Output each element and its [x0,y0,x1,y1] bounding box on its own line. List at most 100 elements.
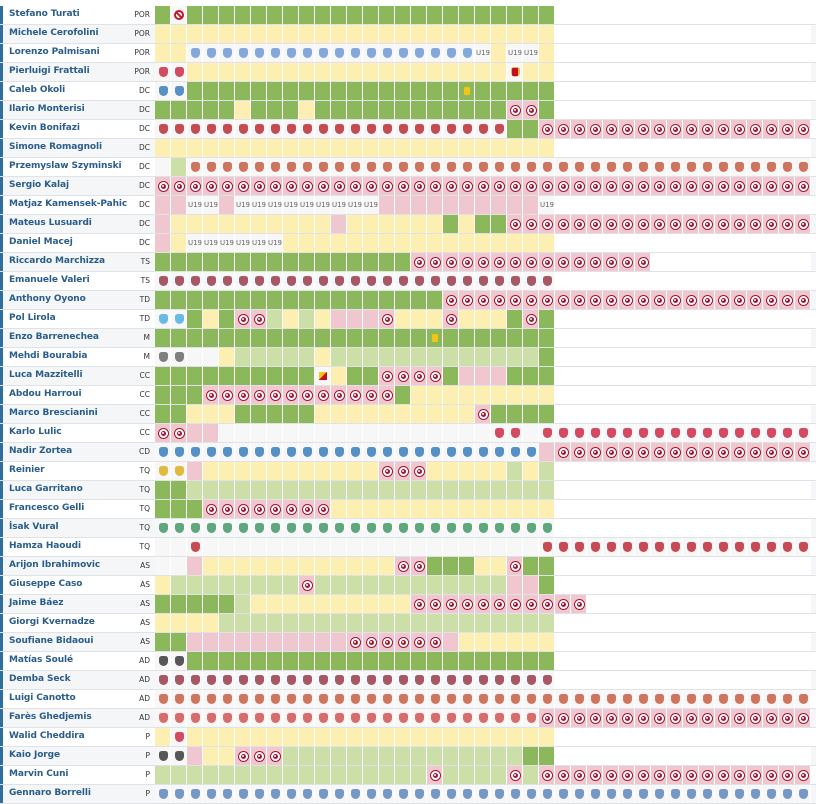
matchday-cell[interactable] [267,386,283,404]
matchday-cell[interactable] [251,424,267,442]
matchday-cell[interactable] [155,310,171,328]
matchday-cell[interactable] [219,6,235,24]
matchday-cell[interactable] [587,348,603,366]
matchday-cell[interactable] [171,405,187,423]
matchday-cell[interactable] [155,766,171,784]
matchday-cell[interactable] [491,766,507,784]
matchday-cell[interactable] [299,785,315,803]
matchday-cell[interactable] [795,652,811,670]
matchday-cell[interactable] [283,709,299,727]
matchday-cell[interactable] [779,44,795,62]
matchday-cell[interactable] [699,709,715,727]
matchday-cell[interactable] [379,215,395,233]
matchday-cell[interactable] [427,82,443,100]
matchday-cell[interactable] [251,63,267,81]
matchday-cell[interactable] [187,443,203,461]
matchday-cell[interactable] [731,671,747,689]
matchday-cell[interactable] [587,538,603,556]
matchday-cell[interactable] [731,215,747,233]
matchday-cell[interactable] [651,557,667,575]
matchday-cell[interactable] [763,785,779,803]
matchday-cell[interactable] [507,785,523,803]
player-name[interactable]: Francesco Gelli [9,503,85,513]
matchday-cell[interactable] [347,310,363,328]
matchday-cell[interactable] [267,44,283,62]
matchday-cell[interactable] [779,6,795,24]
matchday-cell[interactable] [267,139,283,157]
matchday-cell[interactable] [315,139,331,157]
matchday-cell[interactable] [763,747,779,765]
matchday-cell[interactable] [235,576,251,594]
matchday-cell[interactable] [779,538,795,556]
matchday-cell[interactable] [155,291,171,309]
matchday-cell[interactable] [619,519,635,537]
matchday-cell[interactable] [651,652,667,670]
matchday-cell[interactable] [331,386,347,404]
matchday-cell[interactable] [235,291,251,309]
matchday-cell[interactable] [283,291,299,309]
matchday-cell[interactable] [683,291,699,309]
matchday-cell[interactable] [683,177,699,195]
matchday-cell[interactable] [187,6,203,24]
matchday-cell[interactable] [715,234,731,252]
matchday-cell[interactable] [459,500,475,518]
matchday-cell[interactable] [299,443,315,461]
matchday-cell[interactable] [427,367,443,385]
matchday-cell[interactable] [619,234,635,252]
matchday-cell[interactable] [507,215,523,233]
matchday-cell[interactable] [747,272,763,290]
matchday-cell[interactable] [571,443,587,461]
matchday-cell[interactable] [299,766,315,784]
matchday-cell[interactable] [603,272,619,290]
matchday-cell[interactable] [171,747,187,765]
matchday-cell[interactable] [491,25,507,43]
matchday-cell[interactable] [283,576,299,594]
matchday-cell[interactable] [651,538,667,556]
matchday-cell[interactable] [427,595,443,613]
matchday-cell[interactable] [555,234,571,252]
matchday-cell[interactable] [443,310,459,328]
matchday-cell[interactable] [763,139,779,157]
matchday-cell[interactable]: U19 [507,44,523,62]
matchday-cell[interactable] [763,519,779,537]
matchday-cell[interactable] [635,82,651,100]
matchday-cell[interactable] [491,747,507,765]
matchday-cell[interactable] [491,576,507,594]
matchday-cell[interactable] [459,709,475,727]
matchday-cell[interactable] [331,291,347,309]
matchday-cell[interactable] [747,500,763,518]
matchday-cell[interactable] [635,120,651,138]
matchday-cell[interactable] [443,690,459,708]
matchday-cell[interactable] [251,348,267,366]
matchday-cell[interactable] [667,728,683,746]
matchday-cell[interactable] [363,6,379,24]
matchday-cell[interactable] [315,652,331,670]
matchday-cell[interactable] [171,101,187,119]
matchday-cell[interactable] [635,158,651,176]
matchday-cell[interactable] [171,690,187,708]
matchday-cell[interactable] [187,405,203,423]
matchday-cell[interactable] [363,519,379,537]
matchday-cell[interactable] [347,82,363,100]
matchday-cell[interactable] [507,443,523,461]
matchday-cell[interactable] [683,82,699,100]
matchday-cell[interactable] [491,158,507,176]
matchday-cell[interactable] [315,690,331,708]
matchday-cell[interactable] [635,557,651,575]
matchday-cell[interactable] [603,785,619,803]
matchday-cell[interactable] [555,177,571,195]
matchday-cell[interactable] [715,329,731,347]
matchday-cell[interactable] [555,709,571,727]
matchday-cell[interactable] [427,576,443,594]
matchday-cell[interactable] [763,557,779,575]
matchday-cell[interactable] [683,709,699,727]
player-name[interactable]: Farès Ghedjemis [9,712,92,722]
matchday-cell[interactable] [747,386,763,404]
matchday-cell[interactable] [331,177,347,195]
matchday-cell[interactable] [267,424,283,442]
matchday-cell[interactable] [795,101,811,119]
matchday-cell[interactable] [699,215,715,233]
matchday-cell[interactable] [283,44,299,62]
matchday-cell[interactable] [651,196,667,214]
matchday-cell[interactable] [539,443,555,461]
